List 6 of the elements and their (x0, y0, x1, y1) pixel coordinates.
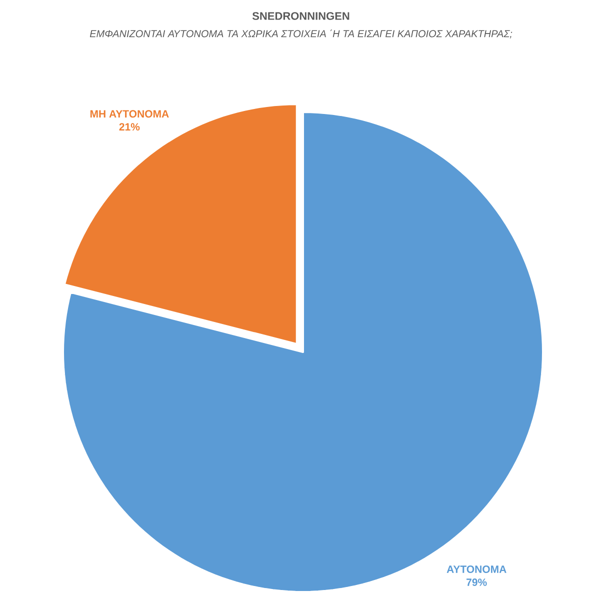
data-label: 21% (119, 123, 140, 131)
chart-title: SNEDRONNINGEN (252, 12, 350, 20)
data-label: 79% (466, 578, 487, 586)
slice-label: ΜΗ ΑΥΤΟΝΟΜΑ (90, 110, 169, 118)
slice-label: ΑΥΤΟΝΟΜΑ (446, 566, 506, 573)
chart-subtitle: ΕΜΦΑΝΙΖΟΝΤΑΙ ΑΥΤΟΝΟΜΑ ΤΑ ΧΩΡΙΚΑ ΣΤΟΙΧΕΙΑ ΄Η ΤΑ ΕΙΣΑΓΕΙ ΚΑΠΟΙΟΣ ΧΑΡΑΚΤΗΡΑΣ; (90, 30, 512, 38)
